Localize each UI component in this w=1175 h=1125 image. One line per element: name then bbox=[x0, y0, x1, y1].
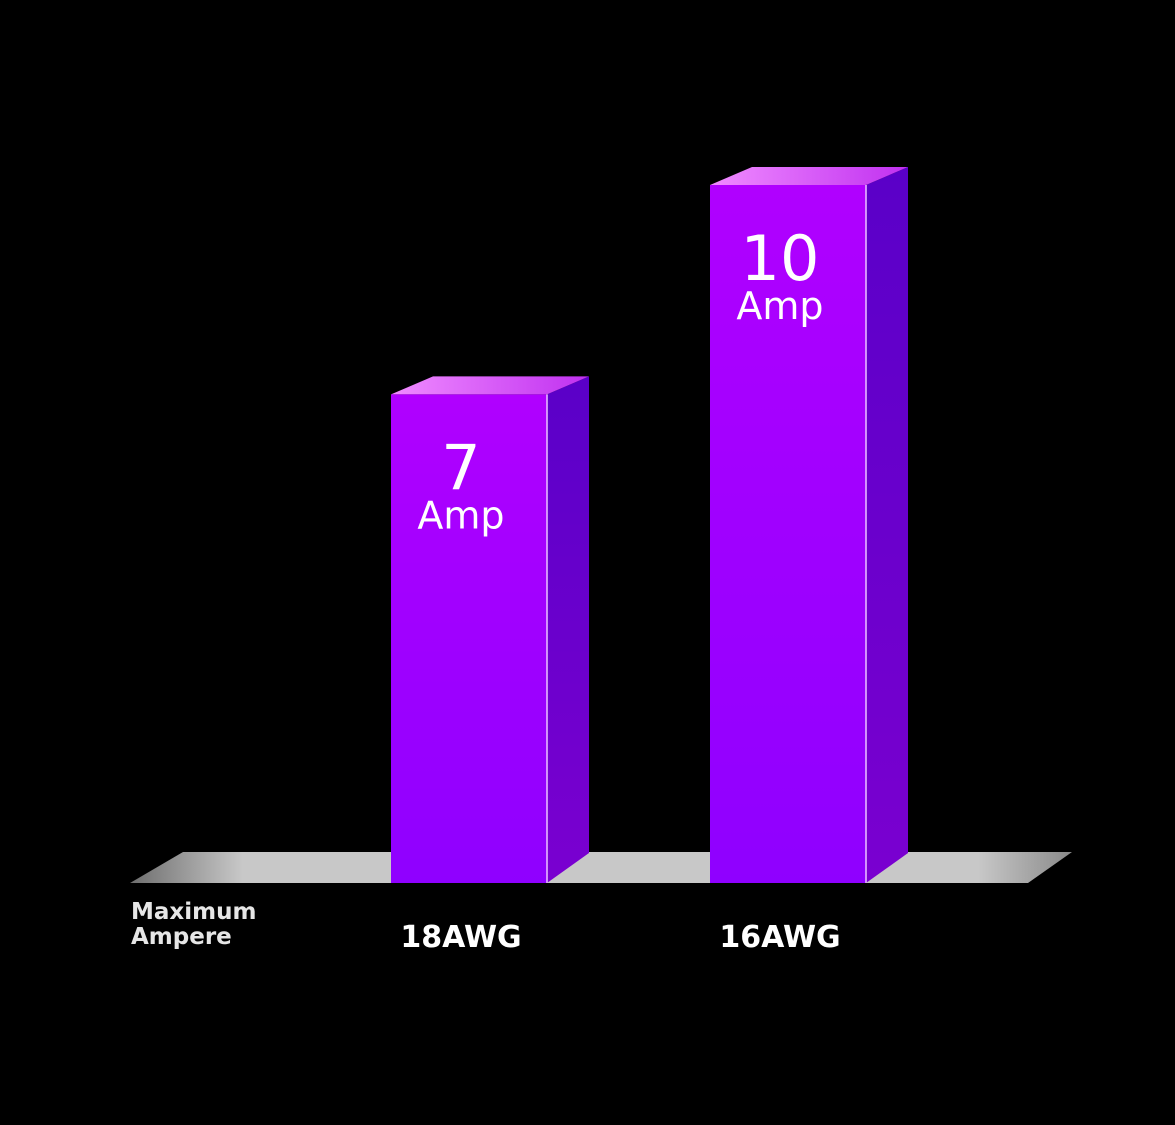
row-label-line-2: Ampere bbox=[131, 924, 232, 950]
row-label: Maximum Ampere bbox=[131, 899, 264, 950]
bar bbox=[710, 185, 866, 883]
bar-top bbox=[391, 376, 589, 395]
bar-top bbox=[710, 167, 908, 185]
chart-floor bbox=[130, 852, 1072, 883]
bar-value-label: 7 bbox=[441, 431, 480, 504]
bar-unit-label: Amp bbox=[417, 493, 504, 537]
bar-side bbox=[866, 167, 908, 883]
bar-value-label: 10 bbox=[741, 222, 820, 295]
category-label: 16AWG bbox=[719, 920, 840, 955]
bar-unit-label: Amp bbox=[736, 284, 823, 328]
bar-side bbox=[547, 376, 589, 883]
category-label: 18AWG bbox=[400, 920, 521, 955]
bar bbox=[391, 394, 547, 883]
row-label-line-1: Maximum bbox=[131, 899, 256, 925]
